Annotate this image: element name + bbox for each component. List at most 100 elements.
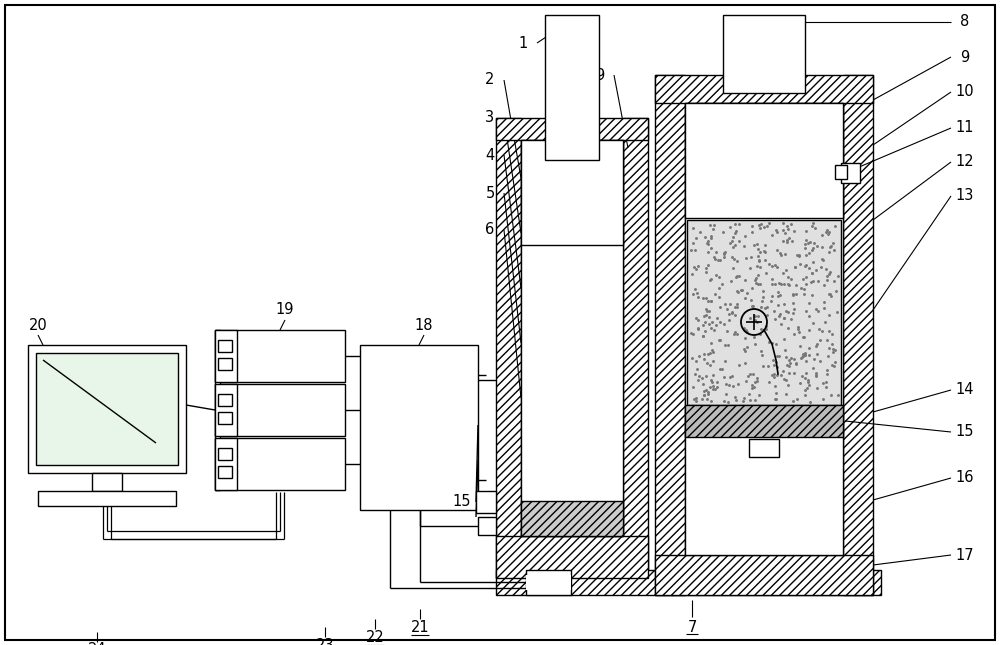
Point [701, 312, 717, 322]
Point [690, 324, 706, 334]
Point [700, 389, 716, 399]
Point [725, 243, 741, 253]
Text: 19: 19 [276, 303, 294, 317]
Point [716, 395, 732, 406]
Point [703, 395, 719, 406]
Point [818, 264, 834, 275]
Bar [655, 555, 873, 595]
Point [702, 382, 718, 392]
Point [761, 218, 777, 228]
Point [742, 313, 758, 323]
Point [767, 260, 783, 270]
Point [771, 277, 787, 288]
Point [786, 226, 802, 236]
Point [816, 280, 832, 290]
Point [801, 248, 817, 258]
Point [775, 225, 791, 235]
Point [739, 288, 755, 299]
Point [771, 310, 787, 321]
Point [699, 393, 715, 404]
Point [744, 283, 760, 293]
Point [712, 255, 728, 265]
Point [700, 260, 716, 270]
Point [798, 306, 814, 316]
Point [819, 368, 835, 379]
Point [776, 374, 792, 384]
Point [776, 313, 792, 323]
Point [808, 304, 824, 315]
Point [781, 280, 797, 290]
Point [764, 291, 780, 301]
Point [778, 375, 794, 385]
Point [804, 268, 820, 278]
Point [788, 358, 804, 368]
Point [784, 235, 800, 246]
Point [747, 377, 763, 387]
Point [800, 375, 816, 385]
Point [773, 250, 789, 260]
Point [721, 379, 737, 390]
Bar [215, 384, 345, 436]
Point [798, 368, 814, 378]
Point [755, 361, 771, 372]
Point [820, 229, 836, 239]
Point [737, 231, 753, 241]
Text: 7: 7 [687, 619, 697, 635]
Point [694, 394, 710, 404]
Point [725, 232, 741, 243]
Point [797, 373, 813, 383]
Point [766, 372, 782, 382]
Point [737, 346, 753, 357]
Point [736, 322, 752, 333]
Point [739, 327, 755, 337]
Point [722, 372, 738, 382]
Point [703, 295, 719, 306]
Point [727, 310, 743, 320]
Point [727, 302, 743, 312]
Point [805, 218, 821, 228]
Point [751, 390, 767, 400]
Point [783, 314, 799, 324]
Point [783, 219, 799, 229]
Point [753, 324, 769, 335]
Text: 18: 18 [415, 317, 433, 333]
Point [715, 227, 731, 237]
Point [780, 307, 796, 317]
Point [690, 315, 706, 325]
Point [814, 242, 830, 252]
Point [757, 303, 773, 313]
Point [745, 301, 761, 312]
Point [695, 320, 711, 330]
Point [785, 290, 801, 301]
Point [808, 371, 824, 381]
Point [730, 379, 746, 389]
Point [830, 271, 846, 281]
Point [755, 286, 771, 296]
Bar [526, 570, 571, 595]
Point [718, 379, 734, 389]
Point [721, 309, 737, 319]
Text: 21: 21 [411, 619, 429, 635]
Point [823, 390, 839, 400]
Point [797, 261, 813, 272]
Point [798, 226, 814, 236]
Point [728, 395, 744, 406]
Point [721, 315, 737, 325]
Point [812, 335, 828, 345]
Point [745, 368, 761, 379]
Point [795, 274, 811, 284]
Point [821, 288, 837, 299]
Point [759, 310, 775, 321]
Point [779, 235, 795, 246]
Bar [92, 473, 122, 491]
Point [772, 290, 788, 300]
Point [775, 218, 791, 228]
Point [809, 339, 825, 350]
Point [767, 314, 783, 324]
Point [727, 241, 743, 251]
Point [716, 372, 732, 382]
Bar [215, 438, 237, 490]
Point [750, 310, 766, 321]
Text: 16: 16 [956, 470, 974, 486]
Point [821, 226, 837, 237]
